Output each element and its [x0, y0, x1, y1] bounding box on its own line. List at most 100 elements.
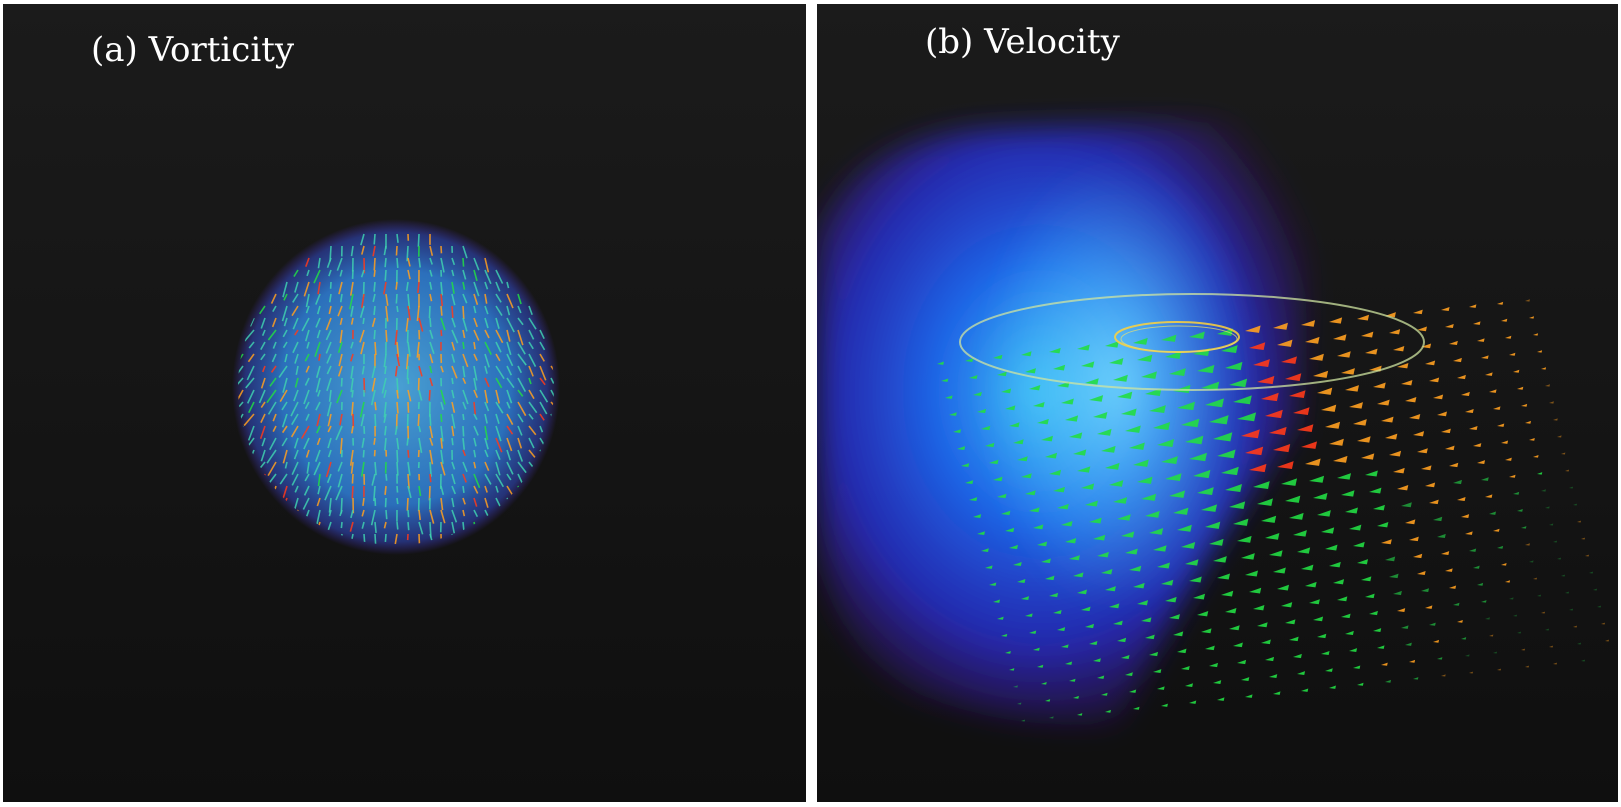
- vorticity-glyph: [362, 317, 365, 325]
- velocity-glyph: [1077, 713, 1083, 716]
- vorticity-glyph: [407, 269, 411, 280]
- velocity-glyph: [1517, 386, 1524, 390]
- velocity-glyph: [1401, 625, 1409, 629]
- velocity-glyph: [1509, 597, 1514, 600]
- velocity-glyph: [1077, 466, 1091, 473]
- vorticity-glyph: [451, 461, 456, 470]
- velocity-glyph: [1081, 483, 1095, 490]
- vorticity-glyph: [539, 413, 545, 421]
- velocity-glyph: [1373, 628, 1382, 632]
- vorticity-glyph: [495, 365, 505, 380]
- velocity-glyph: [1013, 561, 1022, 567]
- velocity-glyph: [1557, 557, 1561, 560]
- vorticity-glyph: [418, 317, 424, 332]
- vorticity-glyph: [417, 413, 420, 426]
- vorticity-glyph: [238, 389, 244, 403]
- velocity-glyph: [1513, 369, 1520, 373]
- vorticity-glyph: [396, 485, 399, 493]
- velocity-glyph: [1165, 351, 1182, 359]
- vorticity-glyph: [282, 449, 288, 464]
- vorticity-glyph: [550, 365, 554, 379]
- velocity-glyph: [1329, 317, 1343, 324]
- vorticity-glyph: [327, 437, 332, 449]
- velocity-glyph: [1129, 442, 1145, 450]
- vorticity-glyph: [381, 377, 387, 394]
- velocity-glyph: [1581, 659, 1585, 662]
- vorticity-glyph: [315, 317, 321, 328]
- velocity-glyph: [1525, 420, 1531, 424]
- velocity-glyph: [1213, 432, 1233, 442]
- vorticity-glyph: [318, 353, 321, 361]
- velocity-glyph: [1037, 541, 1048, 547]
- vorticity-glyph: [473, 281, 480, 297]
- vorticity-glyph: [517, 449, 524, 462]
- velocity-glyph: [1325, 544, 1338, 551]
- velocity-glyph: [1189, 331, 1205, 339]
- vorticity-glyph: [317, 485, 321, 495]
- vorticity-glyph: [462, 497, 466, 505]
- velocity-glyph: [1153, 422, 1171, 431]
- velocity-glyph: [1193, 469, 1211, 479]
- velocity-glyph: [1453, 479, 1462, 485]
- vorticity-glyph: [328, 389, 332, 402]
- vorticity-glyph: [328, 305, 332, 315]
- vorticity-glyph: [338, 353, 343, 367]
- velocity-glyph: [1453, 357, 1462, 363]
- vorticity-glyph: [406, 497, 409, 511]
- velocity-glyph: [1081, 361, 1095, 368]
- velocity-glyph: [1553, 662, 1557, 665]
- velocity-glyph: [1329, 561, 1341, 568]
- vorticity-glyph: [495, 389, 500, 404]
- velocity-glyph: [1213, 556, 1227, 563]
- vorticity-glyph: [506, 293, 514, 309]
- vorticity-glyph: [451, 425, 455, 437]
- velocity-glyph: [1285, 619, 1296, 625]
- vorticity-glyph: [246, 365, 255, 381]
- vorticity-glyph: [407, 509, 410, 518]
- velocity-glyph: [1593, 588, 1597, 591]
- vorticity-glyph: [517, 377, 527, 393]
- velocity-glyph: [1013, 439, 1024, 445]
- velocity-glyph: [1141, 493, 1157, 501]
- velocity-glyph: [1269, 550, 1283, 557]
- vorticity-glyph: [306, 269, 310, 277]
- velocity-glyph: [997, 493, 1007, 499]
- vorticity-glyph: [517, 329, 524, 346]
- velocity-glyph: [1401, 502, 1412, 508]
- velocity-glyph: [1105, 586, 1116, 592]
- vorticity-glyph: [290, 425, 299, 438]
- vorticity-glyph: [484, 305, 489, 315]
- vorticity-glyph: [528, 425, 537, 436]
- vorticity-glyph: [261, 437, 266, 447]
- velocity-glyph: [1393, 346, 1405, 352]
- velocity-glyph: [1257, 622, 1268, 628]
- vorticity-glyph: [374, 413, 377, 428]
- vorticity-glyph: [372, 293, 376, 303]
- vorticity-glyph: [417, 281, 420, 294]
- vorticity-glyph: [374, 521, 377, 534]
- vorticity-glyph: [325, 341, 332, 354]
- velocity-glyph: [1233, 518, 1249, 526]
- velocity-core: [977, 154, 1257, 614]
- velocity-glyph: [957, 446, 966, 450]
- velocity-glyph: [1245, 325, 1261, 333]
- velocity-glyph: [1049, 469, 1062, 476]
- vorticity-glyph: [340, 521, 343, 529]
- velocity-glyph: [1357, 682, 1364, 686]
- vorticity-glyph: [326, 365, 332, 375]
- vorticity-glyph: [517, 413, 524, 423]
- velocity-glyph: [1361, 331, 1374, 338]
- velocity-glyph: [961, 463, 970, 467]
- vorticity-glyph: [451, 389, 455, 399]
- velocity-glyph: [1533, 455, 1539, 458]
- vorticity-glyph: [440, 437, 444, 449]
- velocity-glyph: [1377, 645, 1385, 649]
- velocity-glyph: [1173, 507, 1189, 515]
- vorticity-glyph: [506, 305, 511, 316]
- vorticity-glyph: [429, 533, 433, 541]
- vorticity-glyph: [429, 437, 434, 446]
- velocity-glyph: [1469, 304, 1477, 308]
- velocity-glyph: [1461, 391, 1470, 397]
- vorticity-glyph: [484, 497, 489, 508]
- velocity-glyph: [1041, 681, 1047, 685]
